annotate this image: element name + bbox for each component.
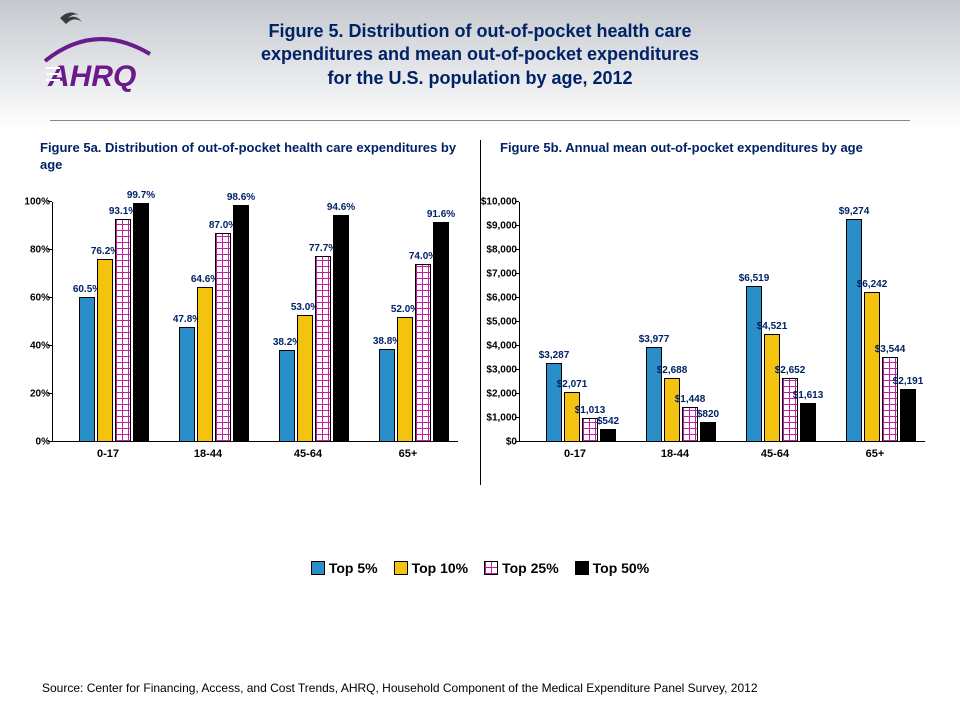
bar-value-label: $6,519 bbox=[729, 273, 779, 284]
bar-value-label: $9,274 bbox=[829, 206, 879, 217]
y-tick-label: 100% bbox=[10, 197, 50, 208]
bar bbox=[433, 222, 449, 442]
bar bbox=[79, 297, 95, 442]
bar-value-label: $820 bbox=[683, 409, 733, 420]
y-tick-label: $4,000 bbox=[477, 341, 517, 352]
bar bbox=[233, 205, 249, 442]
y-tick-label: $5,000 bbox=[477, 317, 517, 328]
bar bbox=[279, 350, 295, 442]
bar bbox=[882, 357, 898, 442]
legend-label: Top 50% bbox=[593, 560, 650, 576]
y-tick-label: 80% bbox=[10, 245, 50, 256]
y-tick-label: $3,000 bbox=[477, 365, 517, 376]
divider-vertical bbox=[480, 140, 481, 485]
bar-value-label: $3,544 bbox=[865, 344, 915, 355]
bar bbox=[782, 378, 798, 442]
bar-value-label: 98.6% bbox=[216, 192, 266, 203]
source-text: Source: Center for Financing, Access, an… bbox=[42, 681, 758, 695]
bar-value-label: $2,652 bbox=[765, 365, 815, 376]
bar bbox=[564, 392, 580, 442]
bar-value-label: $3,287 bbox=[529, 350, 579, 361]
legend-item: Top 5% bbox=[311, 560, 378, 576]
bar-value-label: $6,242 bbox=[847, 279, 897, 290]
bar-value-label: 91.6% bbox=[416, 209, 466, 220]
bar bbox=[846, 219, 862, 442]
y-tick-label: $7,000 bbox=[477, 269, 517, 280]
bar-value-label: $3,977 bbox=[629, 334, 679, 345]
y-tick-label: $0 bbox=[477, 437, 517, 448]
chart-a: 0%20%40%60%80%100%60.5%76.2%93.1%99.7%0-… bbox=[58, 202, 458, 462]
category-label: 65+ bbox=[358, 448, 458, 460]
bar bbox=[415, 264, 431, 442]
bar bbox=[297, 315, 313, 442]
subcaption-b: Figure 5b. Annual mean out-of-pocket exp… bbox=[500, 140, 920, 157]
divider-horizontal bbox=[50, 120, 910, 121]
bar bbox=[646, 347, 662, 442]
bar bbox=[864, 292, 880, 442]
bar-value-label: 94.6% bbox=[316, 202, 366, 213]
bar-value-label: $1,448 bbox=[665, 394, 715, 405]
y-tick-label: 20% bbox=[10, 389, 50, 400]
y-tick-label: 60% bbox=[10, 293, 50, 304]
bar bbox=[546, 363, 562, 442]
y-tick-label: $10,000 bbox=[477, 197, 517, 208]
bar bbox=[115, 219, 131, 442]
category-label: 0-17 bbox=[525, 448, 625, 460]
bar-value-label: $1,613 bbox=[783, 390, 833, 401]
bar bbox=[379, 349, 395, 442]
category-label: 0-17 bbox=[58, 448, 158, 460]
y-tick-label: $6,000 bbox=[477, 293, 517, 304]
bar bbox=[133, 203, 149, 442]
bar-value-label: $2,688 bbox=[647, 365, 697, 376]
legend-item: Top 50% bbox=[575, 560, 650, 576]
legend-label: Top 25% bbox=[502, 560, 559, 576]
subcaption-a: Figure 5a. Distribution of out-of-pocket… bbox=[40, 140, 460, 174]
category-label: 65+ bbox=[825, 448, 925, 460]
bar-value-label: $1,013 bbox=[565, 405, 615, 416]
bar-value-label: 99.7% bbox=[116, 190, 166, 201]
bar bbox=[700, 422, 716, 442]
bar-value-label: $542 bbox=[583, 416, 633, 427]
bar bbox=[764, 334, 780, 443]
bar bbox=[900, 389, 916, 442]
bar bbox=[97, 259, 113, 442]
bar bbox=[333, 215, 349, 442]
bar bbox=[800, 403, 816, 442]
bar bbox=[600, 429, 616, 442]
figure-title: Figure 5. Distribution of out-of-pocket … bbox=[0, 20, 960, 90]
bar bbox=[397, 317, 413, 442]
y-tick-label: $1,000 bbox=[477, 413, 517, 424]
header: AHRQ Figure 5. Distribution of out-of-po… bbox=[0, 0, 960, 110]
bar bbox=[215, 233, 231, 442]
category-label: 18-44 bbox=[625, 448, 725, 460]
bar-value-label: $2,071 bbox=[547, 379, 597, 390]
y-tick-label: 40% bbox=[10, 341, 50, 352]
bar bbox=[664, 378, 680, 443]
y-tick-label: $9,000 bbox=[477, 221, 517, 232]
y-tick-label: 0% bbox=[10, 437, 50, 448]
bar-value-label: $2,191 bbox=[883, 376, 933, 387]
charts-row: Figure 5a. Distribution of out-of-pocket… bbox=[0, 140, 960, 500]
legend: Top 5% Top 10% Top 25% Top 50% bbox=[0, 560, 960, 576]
bar bbox=[746, 286, 762, 442]
chart-b: $0$1,000$2,000$3,000$4,000$5,000$6,000$7… bbox=[525, 202, 925, 462]
category-label: 18-44 bbox=[158, 448, 258, 460]
category-label: 45-64 bbox=[725, 448, 825, 460]
y-tick-label: $2,000 bbox=[477, 389, 517, 400]
category-label: 45-64 bbox=[258, 448, 358, 460]
legend-item: Top 25% bbox=[484, 560, 559, 576]
bar-value-label: $4,521 bbox=[747, 321, 797, 332]
legend-item: Top 10% bbox=[394, 560, 469, 576]
bar bbox=[315, 256, 331, 442]
legend-label: Top 10% bbox=[412, 560, 469, 576]
bar bbox=[179, 327, 195, 442]
y-tick-label: $8,000 bbox=[477, 245, 517, 256]
legend-label: Top 5% bbox=[329, 560, 378, 576]
bar bbox=[197, 287, 213, 442]
